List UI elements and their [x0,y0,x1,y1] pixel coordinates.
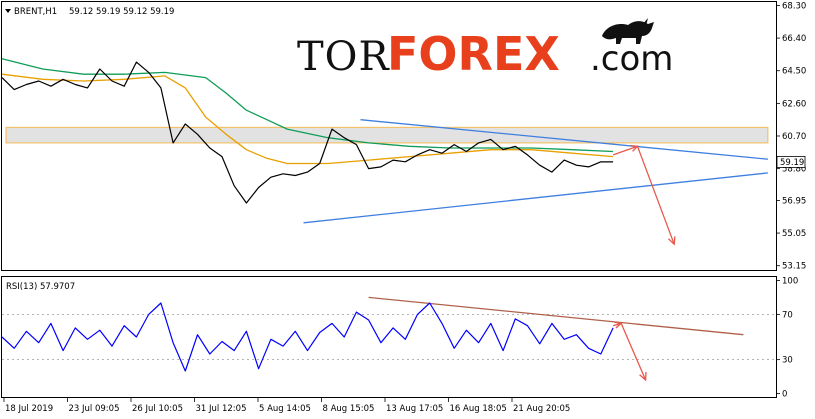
rsi-axis-tick-label: 30 [782,356,793,366]
price-axis-tick-label: 58.80 [782,165,806,175]
logo-forex-text: FOREX [387,27,560,81]
price-axis-tick-label: 56.95 [782,196,806,206]
logo-com-text: .com [590,39,673,79]
rsi-axis-tick-label: 100 [782,276,798,286]
price-series-moving-average-fast [1,73,614,165]
rsi-axis: 100 70 30 0 [776,276,798,400]
time-axis-label: 16 Aug 18:05 [450,404,507,414]
rsi-label: RSI(13) 57.9707 [6,282,75,292]
symbol-menu-icon[interactable] [5,9,11,13]
rsi-arrowhead-turn [614,321,623,329]
price-axis-tick-label: 68.30 [782,1,806,11]
price-series-price [1,61,614,204]
time-axis-label: 18 Jul 2019 [5,404,53,414]
price-arrowhead-turn [630,144,639,152]
time-axis-label: 26 Jul 10:05 [132,404,183,414]
rsi-series-rsi-trendline [368,296,744,336]
time-axis-label: 31 Jul 12:05 [196,404,247,414]
rsi-axis-tick-label: 70 [782,310,793,320]
price-axis: 68.30 66.40 64.50 62.60 60.70 58.80 56.95 55.05… [776,1,806,272]
time-axis-label: 23 Jul 09:05 [69,404,120,414]
price-axis-tick-label: 60.70 [782,132,806,142]
price-axis-tick-label: 66.40 [782,34,806,44]
chart-header: BRENT,H1 59.12 59.19 59.12 59.19 [5,7,174,17]
rsi-series-rsi [1,302,614,372]
time-axis-label: 21 Aug 20:05 [513,404,570,414]
rsi-arrowhead-end [639,371,647,382]
ohlc-values: 59.12 59.19 59.12 59.19 [69,7,174,17]
time-axis: 18 Jul 2019 23 Jul 09:05 26 Jul 10:05 31 Ju… [3,398,570,414]
price-axis-tick-label: 64.50 [782,67,806,77]
torforex-logo: TOR FOREX .com [297,18,673,81]
price-series-trendline-lower [303,172,768,224]
price-series-moving-average-slow [1,58,614,153]
price-axis-tick-label: 62.60 [782,99,806,109]
time-axis-label: 8 Aug 15:05 [323,404,375,414]
price-arrowhead-end [667,236,676,246]
price-axis-tick-label: 53.15 [782,262,806,272]
price-axis-tick-label: 55.05 [782,229,806,239]
time-axis-label: 5 Aug 14:05 [259,404,311,414]
resistance-zone [5,126,769,144]
price-plot [1,58,769,246]
rsi-plot [1,296,776,382]
bull-icon [602,18,654,44]
symbol-label: BRENT,H1 [14,7,57,17]
rsi-pane [1,276,777,398]
last-price-badge: 59.19 [776,155,806,168]
time-axis-label: 13 Aug 17:05 [386,404,443,414]
rsi-axis-tick-label: 0 [782,390,787,400]
price-series-trendline-upper [360,119,768,160]
last-price-label: 59.19 [780,158,804,168]
logo-tor-text: TOR [297,34,390,80]
